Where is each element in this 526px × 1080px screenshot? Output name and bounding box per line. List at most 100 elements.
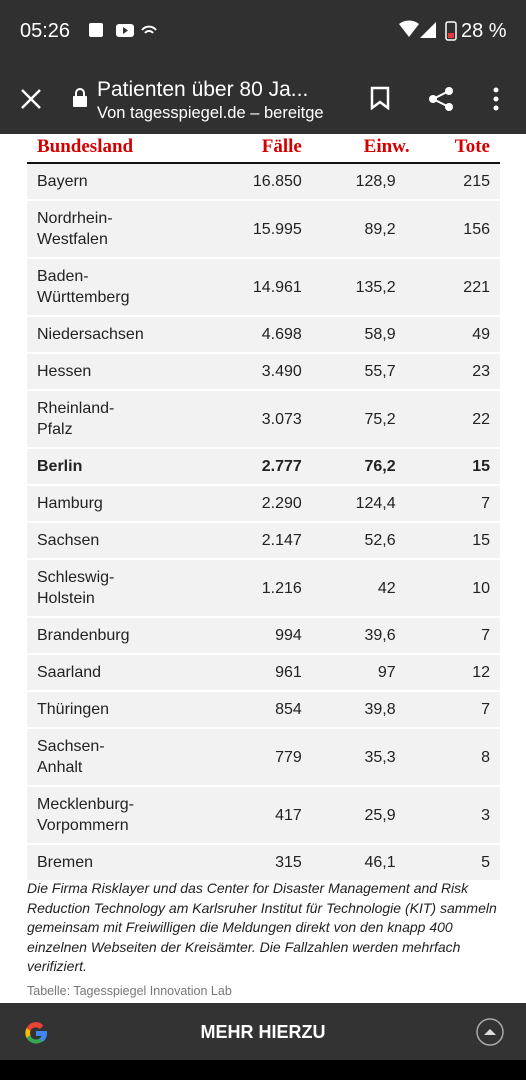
data-table: Bundesland Fälle Einw. Tote Bayern 16.850 128,… [27, 134, 500, 882]
table-cell: 994 [211, 617, 312, 655]
close-button[interactable] [20, 88, 42, 110]
table-cell: 52,6 [311, 522, 420, 560]
table-cell: 5 [419, 844, 500, 882]
table-row: Nordrhein- Westfalen 15.995 89,2 156 [27, 200, 500, 259]
table-cell: 23 [419, 353, 500, 391]
column-header: Fälle [211, 134, 312, 164]
status-icons [89, 23, 157, 37]
bookmark-button[interactable] [370, 86, 390, 110]
table-cell: 49 [419, 316, 500, 354]
page-url: Von tagesspiegel.de – bereitge [97, 104, 324, 122]
table-cell: Thüringen [27, 691, 212, 729]
table-cell: 89,2 [311, 200, 420, 259]
table-cell: 3 [419, 786, 500, 845]
table-cell: 2.290 [211, 485, 312, 523]
table-cell: Hessen [27, 353, 212, 391]
google-logo [25, 1022, 48, 1044]
table-cell: 2.777 [211, 448, 312, 486]
column-header: Bundesland [27, 134, 212, 164]
signal-icons [399, 20, 457, 41]
table-cell: 7 [419, 691, 500, 729]
table-cell: 3.490 [211, 353, 312, 391]
table-row: Brandenburg 994 39,6 7 [27, 617, 500, 655]
table-cell: 7 [419, 485, 500, 523]
table-cell: 22 [419, 390, 500, 449]
table-cell: Saarland [27, 654, 212, 692]
table-cell: 221 [419, 258, 500, 317]
table-cell: 14.961 [211, 258, 312, 317]
table-cell: 8 [419, 728, 500, 787]
table-cell: 10 [419, 559, 500, 618]
table-cell: 75,2 [311, 390, 420, 449]
battery: 28 % [461, 20, 507, 42]
footnote: Die Firma Risklayer und das Center for D… [27, 880, 497, 974]
table-cell: 58,9 [311, 316, 420, 354]
table-cell: 961 [211, 654, 312, 692]
table-cell: 39,6 [311, 617, 420, 655]
table-cell: 55,7 [311, 353, 420, 391]
expand-button[interactable] [476, 1018, 504, 1046]
table-cell: Hamburg [27, 485, 212, 523]
table-row: Hessen 3.490 55,7 23 [27, 353, 500, 391]
status-bar: 05:26 28 % [0, 0, 526, 62]
table-cell: 15 [419, 448, 500, 486]
table-cell: 16.850 [211, 163, 312, 201]
table-cell: Mecklenburg- Vorpommern [27, 786, 212, 845]
table-cell: Brandenburg [27, 617, 212, 655]
table-row: Niedersachsen 4.698 58,9 49 [27, 316, 500, 354]
bottom-bar: MEHR HIERZU [0, 1003, 526, 1060]
table-cell: 4.698 [211, 316, 312, 354]
table-cell: Sachsen- Anhalt [27, 728, 212, 787]
table-cell: 39,8 [311, 691, 420, 729]
table-cell: 128,9 [311, 163, 420, 201]
table-row: Sachsen 2.147 52,6 15 [27, 522, 500, 560]
table-cell: Sachsen [27, 522, 212, 560]
table-cell: 25,9 [311, 786, 420, 845]
table-cell: 35,3 [311, 728, 420, 787]
more-button[interactable]: MEHR HIERZU [200, 1022, 326, 1042]
table-cell: Nordrhein- Westfalen [27, 200, 212, 259]
table-cell: 215 [419, 163, 500, 201]
table-cell: 779 [211, 728, 312, 787]
table-cell: 46,1 [311, 844, 420, 882]
table-cell: Bremen [27, 844, 212, 882]
table-cell: Baden- Württemberg [27, 258, 212, 317]
table-cell: 7 [419, 617, 500, 655]
table-row: Mecklenburg- Vorpommern 417 25,9 3 [27, 786, 500, 845]
menu-button[interactable] [491, 86, 501, 112]
nav-bar [0, 1060, 526, 1080]
table-row: Hamburg 2.290 124,4 7 [27, 485, 500, 523]
content: Bundesland Fälle Einw. Tote Bayern 16.850 128,… [0, 134, 526, 1003]
lock-icon [73, 88, 87, 107]
table-cell: 1.216 [211, 559, 312, 618]
clock: 05:26 [20, 20, 71, 42]
table-cell: 156 [419, 200, 500, 259]
table-row: Berlin 2.777 76,2 15 [27, 448, 500, 486]
share-button[interactable] [428, 86, 456, 112]
table-row: Bayern 16.850 128,9 215 [27, 163, 500, 201]
column-header: Einw. [311, 134, 420, 164]
table-cell: 135,2 [311, 258, 420, 317]
table-cell: Bayern [27, 163, 212, 201]
table-cell: Schleswig- Holstein [27, 559, 212, 618]
table-cell: Niedersachsen [27, 316, 212, 354]
table-row: Baden- Württemberg 14.961 135,2 221 [27, 258, 500, 317]
toolbar: Patienten über 80 Ja... Von tagesspiegel… [0, 62, 526, 134]
table-row: Bremen 315 46,1 5 [27, 844, 500, 882]
table-cell: 315 [211, 844, 312, 882]
table-row: Thüringen 854 39,8 7 [27, 691, 500, 729]
table-cell: 76,2 [311, 448, 420, 486]
table-row: Saarland 961 97 12 [27, 654, 500, 692]
column-header: Tote [419, 134, 500, 164]
source: Tabelle: Tagesspiegel Innovation Lab [27, 984, 232, 998]
table-cell: 15.995 [211, 200, 312, 259]
page-title: Patienten über 80 Ja... [97, 78, 309, 101]
table-cell: Rheinland- Pfalz [27, 390, 212, 449]
table-cell: 42 [311, 559, 420, 618]
table-row: Schleswig- Holstein 1.216 42 10 [27, 559, 500, 618]
table-cell: 3.073 [211, 390, 312, 449]
table-cell: 417 [211, 786, 312, 845]
table-row: Sachsen- Anhalt 779 35,3 8 [27, 728, 500, 787]
table-cell: 854 [211, 691, 312, 729]
